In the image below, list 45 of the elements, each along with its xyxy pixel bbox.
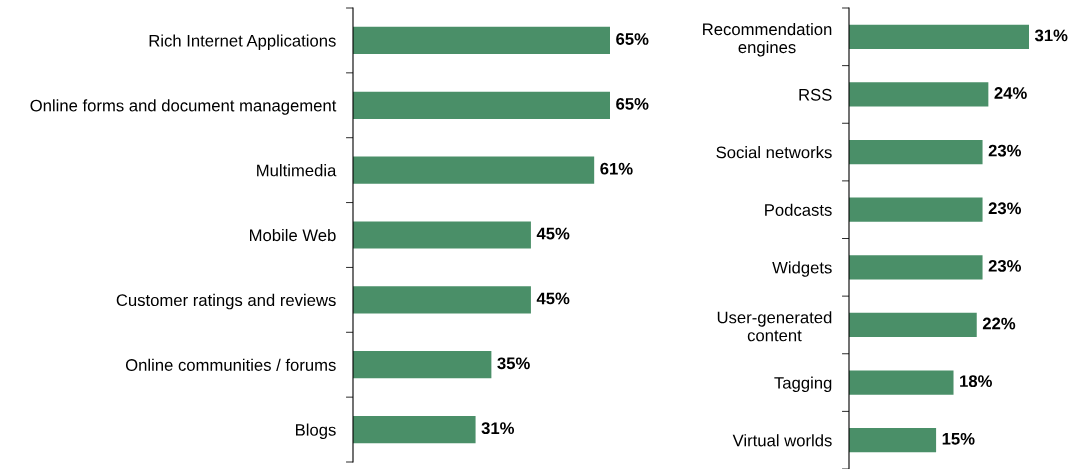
y-tick-label: Mobile Web — [250, 228, 336, 242]
data-label: 18% — [960, 375, 992, 388]
bar — [353, 351, 492, 379]
y-tick-label: Online forms and document management — [30, 99, 337, 115]
bar — [849, 197, 983, 222]
data-label: 23% — [988, 144, 1022, 157]
data-label: 45% — [536, 292, 570, 305]
y-tick-label: Online communities / forums — [125, 358, 336, 371]
data-label: 22% — [982, 317, 1016, 330]
y-tick-label: RSS — [799, 88, 832, 101]
bar — [353, 91, 610, 119]
y-tick-label: Podcasts — [765, 203, 832, 216]
bar — [849, 312, 977, 338]
bar — [849, 24, 1029, 49]
y-tick-label: Widgets — [772, 261, 832, 277]
data-label: 61% — [600, 162, 633, 175]
data-label: 65% — [616, 97, 649, 110]
data-label: 31% — [481, 422, 515, 435]
data-label: 45% — [536, 227, 570, 240]
data-label: 31% — [1034, 29, 1068, 42]
data-label: 23% — [988, 259, 1022, 272]
y-tick-label: Virtual worlds — [732, 434, 832, 447]
y-tick-label: Rich Internet Applications — [149, 34, 336, 50]
y-tick-label: Blogs — [296, 423, 336, 440]
bar — [353, 156, 595, 184]
y-tick-label: Customer ratings and reviews — [116, 293, 336, 310]
y-tick-label: User-generated content — [717, 311, 832, 342]
bar — [353, 26, 610, 55]
y-tick-label: Recommendation engines — [703, 23, 832, 57]
data-label: 24% — [994, 87, 1027, 99]
bar — [353, 221, 531, 249]
data-label: 65% — [616, 33, 649, 45]
bar — [849, 255, 983, 280]
bar — [849, 139, 983, 165]
data-label: 15% — [942, 432, 975, 445]
data-label: 23% — [988, 202, 1022, 215]
y-tick-label: Tagging — [774, 376, 832, 393]
data-label: 35% — [497, 357, 530, 370]
bar — [353, 415, 476, 444]
bar — [849, 428, 937, 453]
y-tick-label: Social networks — [716, 146, 832, 159]
bar — [849, 370, 954, 395]
y-tick-label: Multimedia — [257, 164, 337, 177]
bar — [849, 82, 989, 107]
bar — [353, 286, 531, 314]
